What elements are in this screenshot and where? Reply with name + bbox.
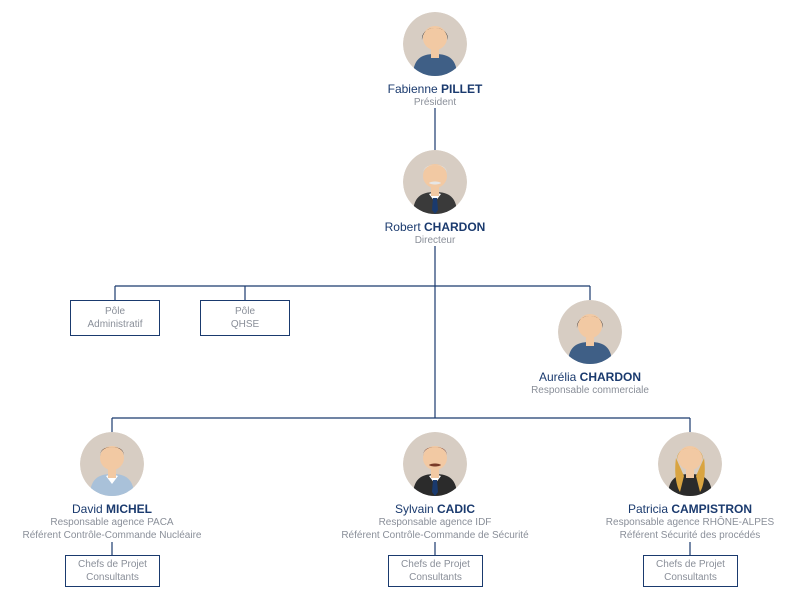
box-sub-paca: Chefs de ProjetConsultants xyxy=(65,555,160,587)
box-pole-qhse: PôleQHSE xyxy=(200,300,290,336)
name-president: Fabienne PILLET xyxy=(325,82,545,96)
role1-agency-rhone: Responsable agence RHÔNE-ALPES xyxy=(580,516,800,529)
box-sub-idf: Chefs de ProjetConsultants xyxy=(388,555,483,587)
role2-agency-idf: Référent Contrôle-Commande de Sécurité xyxy=(325,529,545,542)
node-director: Robert CHARDON Directeur xyxy=(325,150,545,247)
avatar-commercial xyxy=(558,300,622,364)
box-sub-rhone: Chefs de ProjetConsultants xyxy=(643,555,738,587)
role2-agency-rhone: Référent Sécurité des procédés xyxy=(580,529,800,542)
node-agency-idf: Sylvain CADIC Responsable agence IDF Réf… xyxy=(325,432,545,542)
node-president: Fabienne PILLET Président xyxy=(325,12,545,109)
role2-agency-paca: Référent Contrôle-Commande Nucléaire xyxy=(2,529,222,542)
name-agency-rhone: Patricia CAMPISTRON xyxy=(580,502,800,516)
role1-agency-paca: Responsable agence PACA xyxy=(2,516,222,529)
name-commercial: Aurélia CHARDON xyxy=(480,370,700,384)
avatar-agency-idf xyxy=(403,432,467,496)
avatar-agency-rhone xyxy=(658,432,722,496)
avatar-president xyxy=(403,12,467,76)
role-commercial: Responsable commerciale xyxy=(480,384,700,397)
role-president: Président xyxy=(325,96,545,109)
node-commercial: Aurélia CHARDON Responsable commerciale xyxy=(480,300,700,397)
name-agency-paca: David MICHEL xyxy=(2,502,222,516)
box-pole-admin: PôleAdministratif xyxy=(70,300,160,336)
avatar-director xyxy=(403,150,467,214)
name-director: Robert CHARDON xyxy=(325,220,545,234)
name-agency-idf: Sylvain CADIC xyxy=(325,502,545,516)
role-director: Directeur xyxy=(325,234,545,247)
avatar-agency-paca xyxy=(80,432,144,496)
node-agency-rhone: Patricia CAMPISTRON Responsable agence R… xyxy=(580,432,800,542)
node-agency-paca: David MICHEL Responsable agence PACA Réf… xyxy=(2,432,222,542)
role1-agency-idf: Responsable agence IDF xyxy=(325,516,545,529)
